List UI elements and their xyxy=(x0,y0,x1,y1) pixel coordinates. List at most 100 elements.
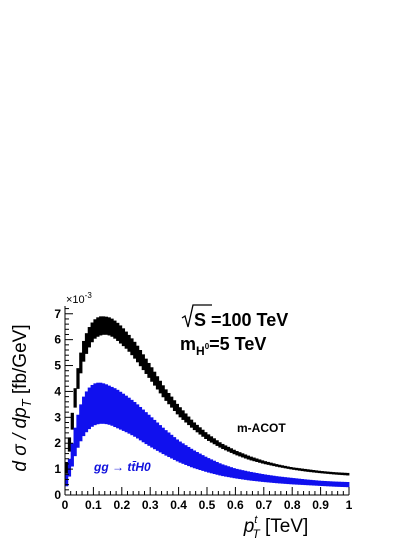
band-bin xyxy=(329,481,333,487)
band-bin xyxy=(147,414,151,446)
band-bin xyxy=(314,480,319,486)
band-bin xyxy=(172,437,177,460)
band-bin xyxy=(221,464,225,477)
band-bin xyxy=(280,476,285,484)
band-bin xyxy=(334,481,339,487)
band-bin xyxy=(343,472,347,476)
band-bin xyxy=(246,471,250,481)
band-bin xyxy=(65,474,69,487)
band-bin xyxy=(161,385,165,398)
band-bin xyxy=(306,479,310,486)
band-bin xyxy=(212,460,216,475)
band-bin xyxy=(195,424,199,433)
band-bin xyxy=(269,475,273,483)
band-bin xyxy=(252,472,256,481)
x-tick-label: 0.8 xyxy=(284,498,301,512)
band-bin xyxy=(201,429,205,437)
band-bin xyxy=(272,463,276,467)
band-bin xyxy=(110,386,114,426)
band-bin xyxy=(278,476,282,484)
band-bin xyxy=(110,318,114,337)
band-bin xyxy=(303,468,307,472)
band-bin xyxy=(309,469,313,473)
band-bin xyxy=(215,461,219,475)
band-bin xyxy=(286,477,290,485)
band-bin xyxy=(192,450,197,469)
y-tick-label: 7 xyxy=(54,307,61,321)
band-bin xyxy=(107,385,111,425)
band-bin xyxy=(136,404,140,439)
x-tick-label: 0.5 xyxy=(199,498,216,512)
band-bin xyxy=(101,383,106,424)
band-bin xyxy=(93,319,97,339)
band-bin xyxy=(67,458,72,477)
band-bin xyxy=(249,471,253,481)
band-bin xyxy=(79,352,83,374)
band-bin xyxy=(133,341,137,359)
band-bin xyxy=(93,383,97,426)
band-bin xyxy=(155,376,160,390)
band-bin xyxy=(130,338,134,356)
band-bin xyxy=(326,481,330,487)
band-bin xyxy=(133,402,137,437)
band-bin xyxy=(252,457,256,462)
band-bin xyxy=(198,427,202,435)
band-bin xyxy=(153,371,157,386)
band-bin xyxy=(323,480,327,487)
band-bin xyxy=(76,368,80,389)
band-bin xyxy=(121,328,126,347)
band-bin xyxy=(207,434,211,441)
y-tick-label: 1 xyxy=(54,462,61,476)
band-bin xyxy=(241,453,245,458)
band-bin xyxy=(329,471,333,475)
band-bin xyxy=(198,453,202,471)
band-bin xyxy=(224,465,228,477)
band-bin xyxy=(243,470,248,480)
band-bin xyxy=(181,410,185,420)
band-bin xyxy=(224,445,228,451)
band-bin xyxy=(187,446,191,467)
band-bin xyxy=(295,467,299,471)
band-bin xyxy=(127,334,131,352)
band-bin xyxy=(124,395,128,433)
band-bin xyxy=(124,331,128,349)
band-bin xyxy=(96,317,100,337)
band-bin xyxy=(161,427,165,455)
band-bin xyxy=(266,461,270,465)
band-bin xyxy=(184,413,188,423)
x-tick-label: 1 xyxy=(346,498,353,512)
x-tick-label: 0.3 xyxy=(142,498,159,512)
band-bin xyxy=(99,382,103,424)
band-bin xyxy=(243,454,248,459)
band-bin xyxy=(172,400,177,411)
band-bin xyxy=(104,384,108,425)
band-bin xyxy=(283,465,287,469)
energy-annotation: S =100 TeV xyxy=(181,304,288,330)
band-bin xyxy=(340,481,344,487)
band-bin xyxy=(221,443,225,450)
band-bin xyxy=(266,474,270,483)
band-bin xyxy=(289,467,293,470)
band-bin xyxy=(189,448,194,468)
band-bin xyxy=(90,322,94,343)
band-bin xyxy=(346,472,350,476)
y-tick-label: 3 xyxy=(54,410,61,424)
band-bin xyxy=(127,397,131,434)
band-bin xyxy=(189,419,194,428)
band-bin xyxy=(238,452,242,457)
band-bin xyxy=(249,456,253,461)
y-multiplier: ×10-3 xyxy=(66,291,92,306)
band-bin xyxy=(90,384,94,427)
y-tick-label: 4 xyxy=(54,384,61,398)
band-bin xyxy=(258,459,262,463)
band-bin xyxy=(320,471,324,474)
band-bin xyxy=(246,455,250,460)
band-bin xyxy=(292,478,296,485)
x-tick-label: 0.6 xyxy=(227,498,244,512)
band-bin xyxy=(272,475,276,483)
band-bin xyxy=(278,464,282,468)
band-bin xyxy=(280,465,285,468)
band-bin xyxy=(101,316,106,335)
band-bin xyxy=(275,464,279,467)
